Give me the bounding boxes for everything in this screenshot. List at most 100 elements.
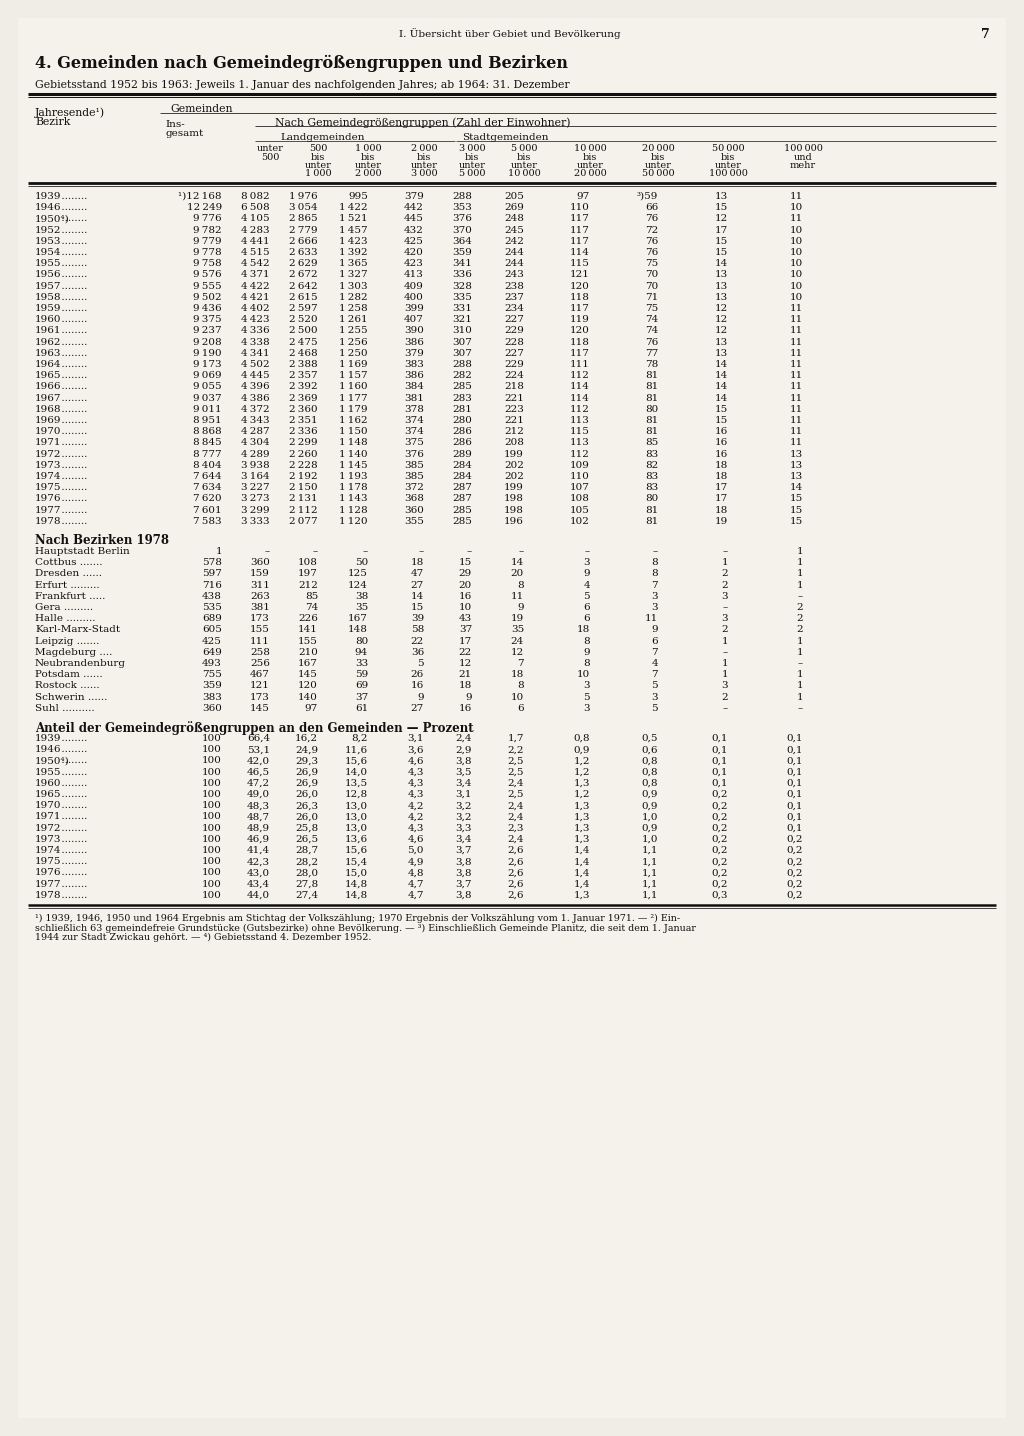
Text: 1976: 1976: [35, 494, 61, 504]
Text: ³)59: ³)59: [637, 192, 658, 201]
Text: 4 283: 4 283: [242, 225, 270, 234]
Text: 7: 7: [651, 648, 658, 656]
Text: 198: 198: [504, 505, 524, 514]
Text: 16: 16: [715, 438, 728, 448]
Text: 4 372: 4 372: [242, 405, 270, 414]
Text: 3 227: 3 227: [242, 482, 270, 493]
Text: 117: 117: [570, 349, 590, 358]
Text: 227: 227: [504, 314, 524, 325]
Text: 2 192: 2 192: [290, 472, 318, 481]
Text: 359: 359: [202, 682, 222, 691]
Text: 10: 10: [790, 260, 803, 269]
Text: 2 351: 2 351: [290, 416, 318, 425]
Text: 10: 10: [459, 603, 472, 612]
Text: 72: 72: [645, 225, 658, 234]
Text: ........: ........: [55, 360, 87, 369]
Text: 5: 5: [418, 659, 424, 668]
Text: 2,6: 2,6: [508, 880, 524, 889]
Text: 1944 zur Stadt Zwickau gehört. — ⁴) Gebietsstand 4. Dezember 1952.: 1944 zur Stadt Zwickau gehört. — ⁴) Gebi…: [35, 933, 372, 942]
Text: 11: 11: [790, 370, 803, 381]
Text: ........: ........: [55, 248, 87, 257]
Text: 353: 353: [453, 204, 472, 213]
Text: 13: 13: [715, 192, 728, 201]
Text: 15: 15: [411, 603, 424, 612]
Text: –: –: [419, 547, 424, 556]
Text: 2: 2: [797, 626, 803, 635]
Text: 81: 81: [645, 370, 658, 381]
Text: 6: 6: [517, 704, 524, 712]
Text: 1970: 1970: [35, 801, 61, 810]
Text: Landgemeinden: Landgemeinden: [280, 134, 365, 142]
Text: 14: 14: [715, 360, 728, 369]
Text: 4 105: 4 105: [242, 214, 270, 224]
Text: 3 938: 3 938: [242, 461, 270, 470]
Text: 11: 11: [790, 405, 803, 414]
Text: 2: 2: [797, 603, 803, 612]
Text: 141: 141: [298, 626, 318, 635]
Text: 61: 61: [354, 704, 368, 712]
Text: 11: 11: [790, 326, 803, 336]
Text: 432: 432: [404, 225, 424, 234]
Text: 11: 11: [790, 393, 803, 402]
Text: 3,2: 3,2: [456, 801, 472, 810]
Text: 18: 18: [577, 626, 590, 635]
Text: 4 402: 4 402: [242, 304, 270, 313]
Text: 10 000: 10 000: [508, 169, 541, 178]
Text: 0,2: 0,2: [786, 890, 803, 900]
Text: 4 421: 4 421: [242, 293, 270, 302]
Text: 597: 597: [202, 570, 222, 579]
Text: 284: 284: [453, 461, 472, 470]
Text: 4 336: 4 336: [242, 326, 270, 336]
Text: unter: unter: [411, 161, 437, 169]
Text: 1: 1: [797, 636, 803, 646]
Text: 100: 100: [202, 801, 222, 810]
Text: 15: 15: [790, 517, 803, 526]
Text: 287: 287: [453, 482, 472, 493]
Text: 5: 5: [651, 704, 658, 712]
Text: 33: 33: [354, 659, 368, 668]
Text: 8: 8: [517, 580, 524, 590]
Text: 1 148: 1 148: [339, 438, 368, 448]
Text: –: –: [723, 547, 728, 556]
Text: 15: 15: [790, 494, 803, 504]
Text: –: –: [519, 547, 524, 556]
Text: 1965: 1965: [35, 790, 61, 798]
Text: 167: 167: [298, 659, 318, 668]
Text: Dresden ......: Dresden ......: [35, 570, 102, 579]
Text: ........: ........: [55, 801, 87, 810]
Text: Gemeinden: Gemeinden: [170, 103, 232, 113]
Text: 28,7: 28,7: [295, 846, 318, 854]
Text: 244: 244: [504, 248, 524, 257]
Text: 12,8: 12,8: [345, 790, 368, 798]
Text: 3 333: 3 333: [242, 517, 270, 526]
Text: 15: 15: [715, 248, 728, 257]
Text: 4,8: 4,8: [408, 869, 424, 877]
Text: 80: 80: [645, 405, 658, 414]
Text: 7: 7: [517, 659, 524, 668]
Text: 4,3: 4,3: [408, 790, 424, 798]
Text: 125: 125: [348, 570, 368, 579]
Text: 18: 18: [715, 505, 728, 514]
Text: 8: 8: [584, 636, 590, 646]
Text: 100 000: 100 000: [709, 169, 748, 178]
Text: 4 423: 4 423: [242, 314, 270, 325]
Text: 4 287: 4 287: [242, 426, 270, 437]
Text: 375: 375: [404, 438, 424, 448]
Text: 0,2: 0,2: [712, 869, 728, 877]
Text: 118: 118: [570, 337, 590, 346]
Text: 1 392: 1 392: [339, 248, 368, 257]
Text: bis: bis: [721, 152, 735, 161]
Text: 11,6: 11,6: [345, 745, 368, 754]
Text: 11: 11: [645, 615, 658, 623]
Text: 605: 605: [202, 626, 222, 635]
Text: 242: 242: [504, 237, 524, 246]
Text: 7: 7: [651, 580, 658, 590]
Text: 6: 6: [584, 603, 590, 612]
Text: Potsdam ......: Potsdam ......: [35, 671, 102, 679]
Text: ........: ........: [55, 314, 87, 325]
Text: 0,8: 0,8: [641, 757, 658, 765]
Text: 22: 22: [459, 648, 472, 656]
Text: 716: 716: [202, 580, 222, 590]
Text: 1,1: 1,1: [641, 890, 658, 900]
Text: 12: 12: [715, 326, 728, 336]
